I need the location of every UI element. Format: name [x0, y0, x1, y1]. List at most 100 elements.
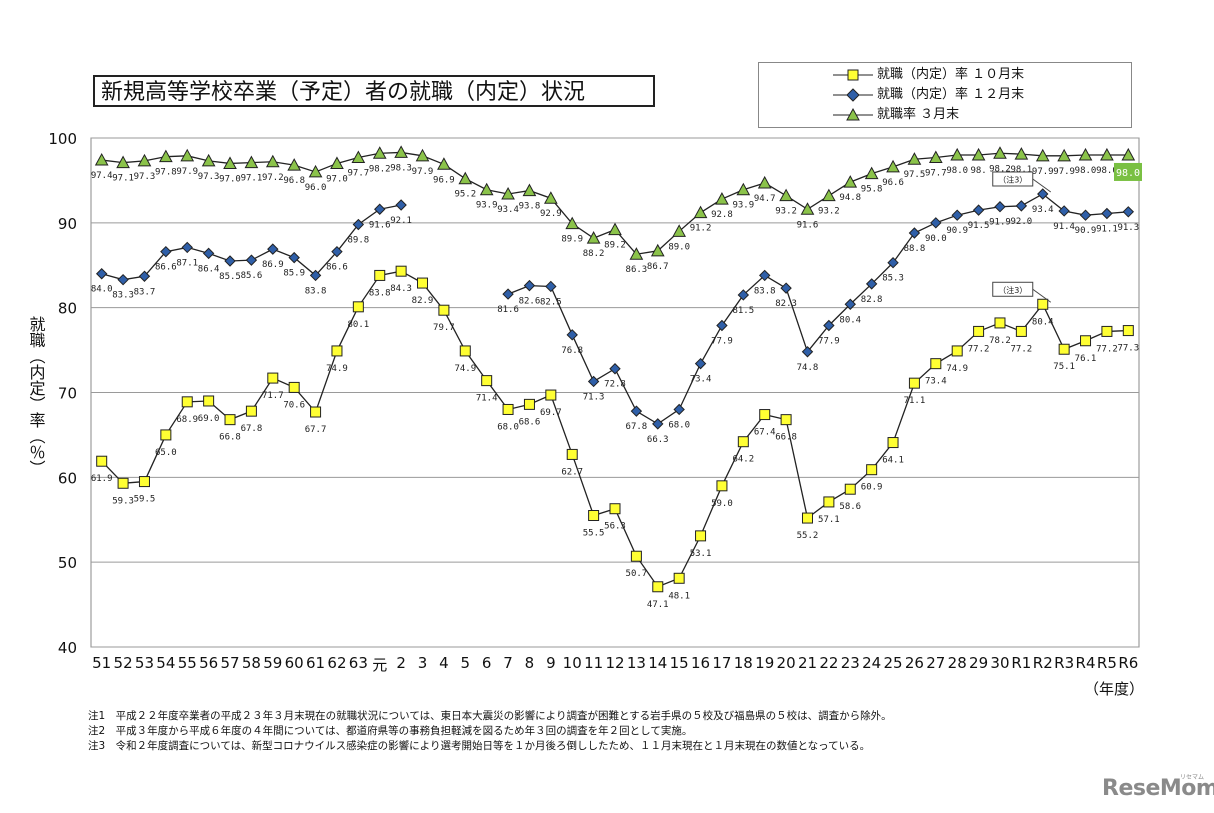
series-1-point-20 — [523, 279, 536, 292]
x-tick-label-20: 8 — [525, 654, 535, 672]
series-1-point-2 — [138, 270, 151, 282]
series-2-point-0 — [94, 153, 109, 166]
series-0-point-8 — [267, 372, 279, 384]
series-2-data-label-30: 93.9 — [732, 201, 754, 211]
footnote-3: 注3 令和２年度調査については、新型コロナウイルス感染症の影響により選考開始日等… — [88, 740, 871, 752]
series-1-data-label-28: 73.4 — [690, 375, 712, 385]
series-0-point-44 — [1037, 298, 1049, 310]
series-1-point-24 — [609, 363, 621, 375]
series-2-point-2 — [137, 153, 152, 167]
series-2-point-36 — [864, 166, 879, 180]
series-2-data-label-18: 93.9 — [476, 201, 498, 211]
series-1-data-label-4: 87.1 — [176, 258, 198, 268]
series-2-data-label-26: 86.7 — [647, 262, 669, 272]
series-0-point-29 — [716, 480, 728, 492]
series-2-point-34 — [822, 188, 836, 202]
legend-item-december: 就職（内定）率 １２月末 — [759, 85, 1129, 105]
series-0-data-label-46: 76.1 — [1075, 354, 1097, 364]
series-0-point-43 — [1015, 325, 1027, 337]
series-0-data-label-32: 66.8 — [775, 433, 797, 443]
series-0-data-label-33: 55.2 — [797, 531, 819, 541]
series-0-point-48 — [1122, 325, 1134, 337]
series-2-data-label-19: 93.4 — [497, 205, 519, 215]
series-0-data-label-44: 80.4 — [1032, 317, 1054, 327]
series-1-data-label-47: 91.1 — [1096, 225, 1118, 235]
series-0-point-27 — [673, 572, 685, 584]
series-0-point-13 — [374, 269, 386, 281]
series-1-data-label-9: 85.9 — [283, 269, 305, 279]
legend-label-december: 就職（内定）率 １２月末 — [877, 87, 1025, 102]
series-2-point-31 — [757, 175, 772, 189]
series-0-data-label-38: 71.1 — [904, 396, 926, 406]
series-0-data-label-41: 77.2 — [968, 344, 990, 354]
x-tick-label-29: 17 — [712, 654, 731, 672]
series-1-point-27 — [673, 403, 685, 416]
series-2-point-37 — [886, 159, 900, 173]
series-2-data-label-3: 97.8 — [155, 168, 177, 178]
series-2-point-27 — [672, 224, 687, 237]
series-0-point-6 — [224, 414, 236, 426]
x-tick-label-15: 3 — [418, 654, 428, 672]
series-1-data-label-26: 66.3 — [647, 435, 669, 445]
series-1-data-label-38: 88.8 — [904, 244, 926, 254]
footnote-1: 注1 平成２２年度卒業者の平成２３年３月末現在の就職状況については、東日本大震災… — [88, 710, 892, 722]
y-tick-label-100: 100 — [48, 130, 77, 148]
series-2-data-label-42: 98.2 — [989, 164, 1011, 174]
series-0-point-46 — [1080, 335, 1092, 347]
series-0-point-14 — [395, 265, 407, 277]
series-2-point-7 — [244, 155, 259, 169]
series-2-data-label-9: 96.8 — [283, 176, 305, 186]
series-0-point-31 — [759, 409, 771, 421]
series-2-data-label-28: 91.2 — [690, 224, 712, 234]
series-0-data-label-4: 68.9 — [176, 415, 198, 425]
series-0-point-16 — [438, 304, 450, 316]
x-tick-label-40: 28 — [948, 654, 967, 672]
series-2-data-label-1: 97.1 — [112, 174, 134, 184]
x-tick-label-21: 9 — [546, 654, 556, 672]
x-tick-label-31: 19 — [755, 654, 774, 672]
series-1-point-23 — [587, 375, 600, 388]
series-1-point-3 — [160, 245, 172, 258]
series-2-point-30 — [736, 182, 751, 196]
series-2-point-24 — [608, 222, 622, 236]
series-1-data-label-42: 91.9 — [989, 218, 1011, 228]
x-tick-label-16: 4 — [439, 654, 449, 672]
series-2-data-label-6: 97.0 — [219, 174, 241, 184]
series-1-point-40 — [951, 209, 963, 221]
series-0-data-label-24: 56.3 — [604, 522, 626, 532]
series-2-point-35 — [843, 175, 858, 188]
series-0-data-label-13: 83.8 — [369, 288, 391, 298]
series-1-point-7 — [245, 254, 258, 266]
series-0-point-0 — [96, 455, 108, 467]
series-1-data-label-34: 77.9 — [818, 336, 840, 346]
series-2-point-38 — [907, 152, 922, 165]
series-2-data-label-5: 97.3 — [198, 172, 220, 182]
series-0-data-label-23: 55.5 — [583, 529, 605, 539]
x-tick-label-38: 26 — [905, 654, 924, 672]
series-2-point-13 — [372, 146, 387, 159]
series-2-data-label-29: 92.8 — [711, 210, 733, 220]
series-0-point-28 — [695, 530, 707, 542]
x-tick-label-39: 27 — [926, 654, 945, 672]
series-1-point-5 — [202, 247, 215, 260]
series-0-point-12 — [352, 301, 364, 313]
series-2-data-label-32: 93.2 — [775, 207, 797, 217]
series-1-point-10 — [309, 269, 322, 282]
series-1-point-41 — [972, 204, 985, 216]
series-1-point-12 — [352, 218, 365, 231]
series-1-point-34 — [823, 319, 835, 332]
series-2-data-label-35: 94.8 — [839, 193, 861, 203]
series-1-point-39 — [930, 217, 942, 229]
series-2-point-21 — [543, 191, 558, 204]
series-1-point-11 — [331, 245, 343, 258]
series-0-point-23 — [588, 510, 600, 522]
series-2-point-25 — [629, 247, 644, 260]
legend-item-october: 就職（内定）率 １０月末 — [759, 65, 1129, 85]
series-0-data-label-31: 67.4 — [754, 428, 776, 438]
series-1-point-38 — [908, 227, 921, 239]
legend: 就職（内定）率 １０月末 就職（内定）率 １２月末 就職率 ３月末 — [758, 62, 1132, 128]
series-0-data-label-18: 71.4 — [476, 394, 498, 404]
highlight-label-text: 98.0 — [1116, 168, 1140, 179]
series-1-point-4 — [181, 241, 193, 254]
